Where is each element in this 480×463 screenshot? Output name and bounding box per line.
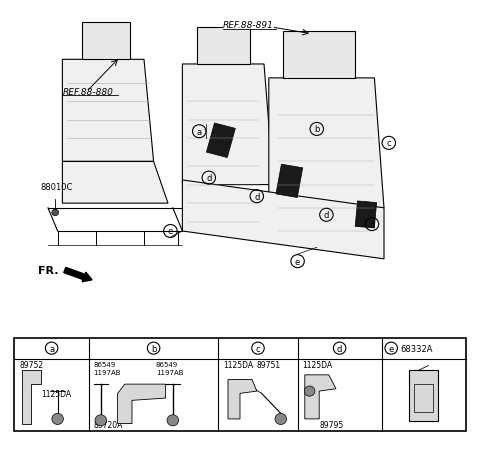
Text: 89795: 89795 (319, 420, 344, 430)
Text: a: a (197, 127, 202, 137)
Text: 1125DA: 1125DA (302, 360, 333, 369)
Text: 68332A: 68332A (401, 344, 433, 353)
Text: 1197AB: 1197AB (156, 369, 183, 375)
Text: 89752: 89752 (19, 360, 43, 369)
Text: 89751: 89751 (257, 360, 281, 369)
Polygon shape (62, 60, 154, 162)
Text: d: d (337, 344, 342, 353)
Bar (355, 201, 377, 228)
Polygon shape (283, 32, 355, 79)
Text: d: d (324, 211, 329, 220)
Text: d: d (254, 192, 260, 201)
Text: e: e (295, 257, 300, 266)
Polygon shape (305, 375, 336, 419)
Text: 1197AB: 1197AB (94, 369, 121, 375)
Text: REF.88-880: REF.88-880 (62, 88, 113, 97)
Polygon shape (118, 384, 166, 424)
Circle shape (95, 415, 107, 426)
Polygon shape (182, 65, 274, 185)
Text: b: b (151, 344, 156, 353)
Text: c: c (386, 139, 391, 148)
Text: e: e (168, 227, 173, 236)
Text: 1125DA: 1125DA (223, 360, 253, 369)
Circle shape (304, 386, 315, 396)
Polygon shape (62, 162, 168, 204)
Polygon shape (228, 380, 257, 419)
Text: d: d (206, 174, 212, 183)
Text: 86549: 86549 (156, 362, 178, 367)
Circle shape (167, 415, 179, 426)
Text: e: e (389, 344, 394, 353)
Bar (206, 124, 235, 158)
Polygon shape (82, 23, 130, 60)
Text: b: b (314, 125, 320, 134)
Bar (276, 165, 303, 198)
Text: 89720A: 89720A (94, 420, 123, 430)
Circle shape (52, 413, 63, 425)
Text: FR.: FR. (38, 266, 59, 276)
Polygon shape (197, 28, 250, 65)
Text: 1125DA: 1125DA (41, 389, 71, 398)
Text: 88010C: 88010C (41, 183, 73, 192)
Text: REF.88-891: REF.88-891 (223, 21, 274, 30)
Polygon shape (269, 79, 384, 208)
Text: d: d (369, 220, 375, 229)
Text: 86549: 86549 (94, 362, 116, 367)
Bar (409, 370, 438, 421)
Polygon shape (182, 181, 384, 259)
Bar (414, 384, 433, 412)
Text: a: a (49, 344, 54, 353)
Circle shape (52, 210, 59, 216)
Text: c: c (256, 344, 260, 353)
FancyArrow shape (64, 268, 92, 282)
Polygon shape (22, 370, 41, 424)
Circle shape (275, 413, 287, 425)
Bar (14, 338, 466, 431)
